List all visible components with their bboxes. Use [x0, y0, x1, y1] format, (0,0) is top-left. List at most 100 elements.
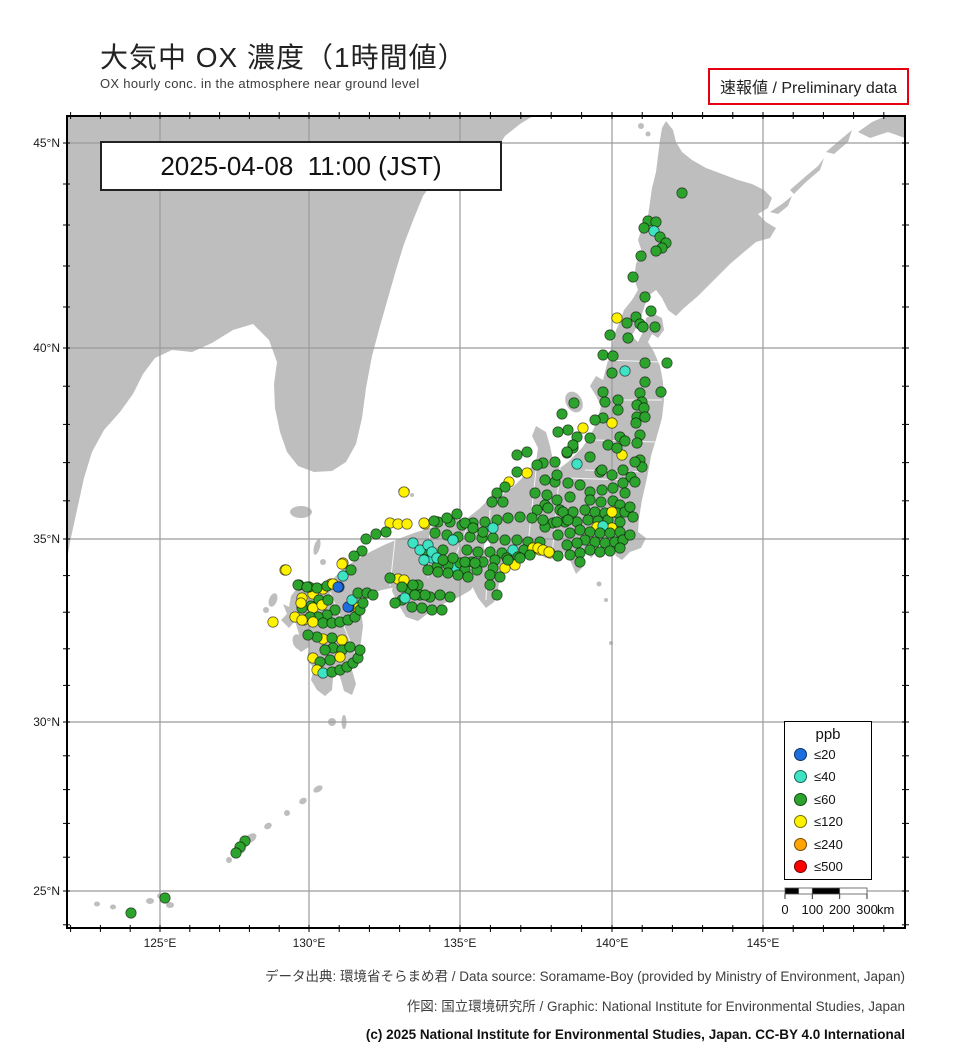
- station-dot: [511, 449, 523, 461]
- station-dot: [531, 504, 543, 516]
- station-dot: [418, 517, 430, 529]
- station-dot: [611, 442, 623, 454]
- legend-box: ppb ≤20 ≤40 ≤60 ≤120 ≤240 ≤500: [784, 721, 872, 880]
- station-dot: [354, 644, 366, 656]
- station-dot: [597, 386, 609, 398]
- station-dot: [596, 464, 608, 476]
- scale-bar-label: 0: [781, 902, 788, 917]
- station-dot: [521, 446, 533, 458]
- station-dot: [612, 394, 624, 406]
- station-dot: [621, 317, 633, 329]
- scale-bar-label: 300: [856, 902, 878, 917]
- station-dot: [619, 487, 631, 499]
- station-dot: [584, 544, 596, 556]
- legend-item: ≤20: [785, 743, 871, 766]
- station-dot: [624, 529, 636, 541]
- legend-item: ≤240: [785, 833, 871, 856]
- station-dot: [574, 556, 586, 568]
- map-frame: [66, 115, 906, 929]
- station-dot: [311, 582, 323, 594]
- station-dot: [389, 597, 401, 609]
- station-dot: [159, 892, 171, 904]
- station-dot: [332, 581, 344, 593]
- latitude-label: 30°N: [33, 715, 60, 729]
- station-dot: [557, 506, 569, 518]
- station-dot: [539, 474, 551, 486]
- station-dot: [635, 250, 647, 262]
- station-dot: [437, 554, 449, 566]
- station-dot: [630, 417, 642, 429]
- station-dot: [564, 491, 576, 503]
- station-dot: [451, 508, 463, 520]
- latitude-label: 45°N: [33, 136, 60, 150]
- station-dot: [428, 515, 440, 527]
- station-dot: [612, 404, 624, 416]
- station-dot: [607, 482, 619, 494]
- station-dot: [396, 581, 408, 593]
- island: [146, 898, 154, 904]
- station-dot: [582, 514, 594, 526]
- landmass: [770, 196, 792, 214]
- station-dot: [562, 514, 574, 526]
- landmass: [826, 130, 852, 154]
- station-dot: [511, 466, 523, 478]
- scale-bar-unit: km: [877, 902, 894, 917]
- station-dot: [661, 357, 673, 369]
- footer-copyright: (c) 2025 National Institute for Environm…: [365, 1027, 905, 1042]
- station-dot: [584, 451, 596, 463]
- station-dot: [599, 396, 611, 408]
- legend-color-dot: [794, 792, 807, 806]
- legend-item-label: ≤40: [814, 769, 836, 785]
- timestamp-box: 2025-04-08 11:00 (JST): [100, 141, 502, 191]
- station-dot: [447, 534, 459, 546]
- station-dot: [645, 305, 657, 317]
- station-dot: [416, 602, 428, 614]
- scale-bar-segment: [839, 887, 868, 895]
- station-dot: [552, 529, 564, 541]
- station-dot: [622, 332, 634, 344]
- island: [263, 607, 269, 613]
- station-dot: [307, 616, 319, 628]
- legend-item: ≤40: [785, 766, 871, 789]
- island: [292, 634, 304, 650]
- station-dot: [398, 486, 410, 498]
- island: [226, 857, 232, 863]
- station-dot: [472, 546, 484, 558]
- station-dot: [562, 424, 574, 436]
- station-dot: [230, 847, 242, 859]
- island: [638, 123, 644, 129]
- station-dot: [296, 614, 308, 626]
- longitude-label: 125°E: [144, 936, 177, 950]
- station-dot: [571, 537, 583, 549]
- station-dot: [422, 564, 434, 576]
- station-dot: [649, 321, 661, 333]
- landmass: [790, 158, 824, 194]
- station-dot: [326, 632, 338, 644]
- station-dot: [494, 571, 506, 583]
- legend-item: ≤60: [785, 788, 871, 811]
- station-dot: [319, 644, 331, 656]
- station-dot: [514, 552, 526, 564]
- legend-item: ≤500: [785, 856, 871, 879]
- station-dot: [577, 422, 589, 434]
- station-dot: [597, 349, 609, 361]
- station-dot: [441, 512, 453, 524]
- latitude-label: 25°N: [33, 884, 60, 898]
- legend-title: ppb: [815, 726, 841, 743]
- station-dot: [477, 526, 489, 538]
- station-dot: [356, 545, 368, 557]
- station-dot: [337, 570, 349, 582]
- station-dot: [484, 579, 496, 591]
- station-dot: [419, 589, 431, 601]
- station-dot: [436, 604, 448, 616]
- longitude-label: 135°E: [444, 936, 477, 950]
- station-dot: [360, 533, 372, 545]
- station-dot: [348, 550, 360, 562]
- station-dot: [442, 567, 454, 579]
- island: [299, 797, 307, 805]
- station-dot: [311, 631, 323, 643]
- station-dot: [487, 522, 499, 534]
- station-dot: [407, 537, 419, 549]
